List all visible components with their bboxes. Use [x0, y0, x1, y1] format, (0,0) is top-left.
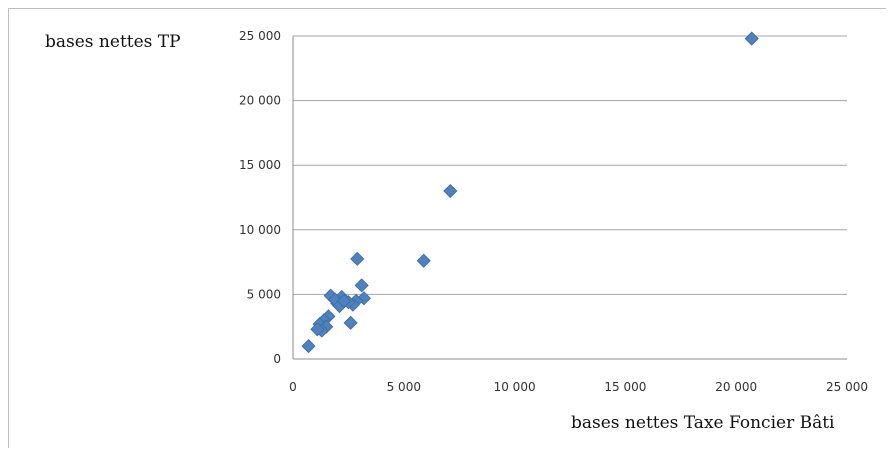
- x-tick-label: 5 000: [387, 380, 421, 394]
- x-tick-label: 25 000: [826, 380, 868, 394]
- y-tick-label: 20 000: [239, 94, 281, 108]
- data-point: [416, 253, 431, 268]
- x-tick-label: 20 000: [715, 380, 757, 394]
- y-tick-label: 0: [273, 352, 281, 366]
- axes: [292, 36, 847, 360]
- x-tick-label: 0: [289, 380, 297, 394]
- gridlines: [293, 35, 847, 295]
- data-point: [310, 322, 325, 337]
- x-tick-label: 15 000: [604, 380, 646, 394]
- x-tick-label: 10 000: [494, 380, 536, 394]
- y-tick-label: 5 000: [247, 287, 281, 301]
- data-points: [301, 31, 759, 354]
- y-tick-label: 10 000: [239, 223, 281, 237]
- x-tick-labels: 0 5 000 10 000 15 000 20 000 25 000: [289, 380, 868, 394]
- y-tick-labels: 0 5 000 10 000 15 000 20 000 25 000: [239, 29, 281, 366]
- data-point: [336, 293, 352, 308]
- y-tick-label: 15 000: [239, 158, 281, 172]
- data-point: [350, 251, 365, 266]
- scatter-chart: 0 5 000 10 000 15 000 20 000 25 000 0 5 000 10 …: [45, 29, 868, 433]
- chart-frame: 0 5 000 10 000 15 000 20 000 25 000 0 5 000 10 …: [8, 8, 886, 448]
- data-point: [354, 278, 369, 293]
- data-point: [744, 31, 759, 46]
- data-point: [301, 339, 316, 354]
- x-axis-title: bases nettes Taxe Foncier Bâti: [571, 413, 835, 433]
- data-point: [443, 183, 458, 199]
- y-axis-title: bases nettes TP: [45, 32, 181, 52]
- y-tick-label: 25 000: [239, 29, 281, 43]
- data-point: [343, 315, 358, 330]
